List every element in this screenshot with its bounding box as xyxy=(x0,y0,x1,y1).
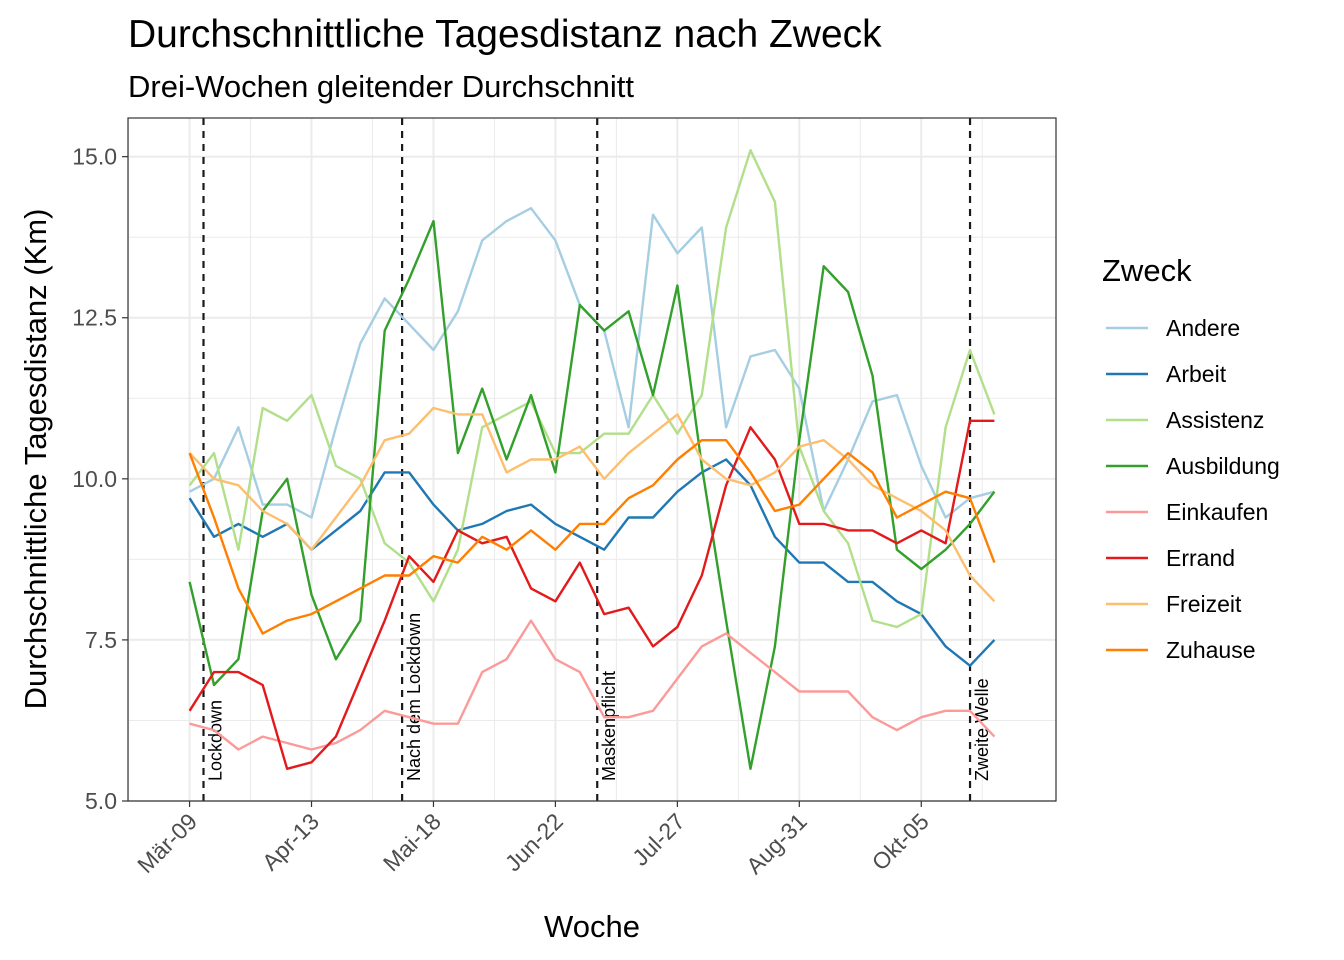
chart-title: Durchschnittliche Tagesdistanz nach Zwec… xyxy=(128,13,882,56)
legend-label: Zuhause xyxy=(1166,637,1256,663)
legend-label: Ausbildung xyxy=(1166,453,1280,479)
event-label: Nach dem Lockdown xyxy=(404,613,424,781)
event-label: Lockdown xyxy=(206,700,226,781)
legend-label: Errand xyxy=(1166,545,1235,571)
y-axis-title: Durchschnittliche Tagesdistanz (Km) xyxy=(18,209,53,710)
legend-label: Assistenz xyxy=(1166,407,1264,433)
legend: Zweck Andere Arbeit Assistenz Ausbildung Ein… xyxy=(1102,253,1280,663)
series-line-einkaufen xyxy=(189,619,996,751)
series-line-freizeit xyxy=(188,406,996,603)
series-line-errand xyxy=(188,419,995,770)
plot-panel-border xyxy=(127,117,1057,802)
plot-panel: Lockdown Nach dem Lockdown Maskenpflicht Zw… xyxy=(127,117,1057,802)
y-tick-label: 7.5 xyxy=(85,627,117,653)
event-label: Maskenpflicht xyxy=(599,671,619,781)
x-axis-title: Woche xyxy=(544,909,640,944)
y-tick-label: 15.0 xyxy=(72,144,117,170)
series-line-zuhause xyxy=(188,439,996,635)
series-line-ausbildung xyxy=(188,219,996,770)
legend-title: Zweck xyxy=(1102,253,1192,288)
series-line-assistenz xyxy=(188,148,996,629)
event-markers: Lockdown Nach dem Lockdown Maskenpflicht Zw… xyxy=(202,118,992,801)
legend-label: Andere xyxy=(1166,315,1240,341)
y-axis: 5.0 7.5 10.0 12.5 15.0 xyxy=(72,144,128,814)
legend-label: Einkaufen xyxy=(1166,499,1268,525)
y-tick-label: 10.0 xyxy=(72,466,117,492)
series-lines xyxy=(188,148,996,770)
event-label: Zweite Welle xyxy=(972,678,992,781)
chart-subtitle: Drei-Wochen gleitender Durchschnitt xyxy=(128,69,634,104)
plot-panel-background xyxy=(128,118,1056,801)
legend-label: Arbeit xyxy=(1166,361,1227,387)
legend-label: Freizeit xyxy=(1166,591,1242,617)
y-tick-label: 12.5 xyxy=(72,305,117,331)
y-tick-label: 5.0 xyxy=(85,788,117,814)
